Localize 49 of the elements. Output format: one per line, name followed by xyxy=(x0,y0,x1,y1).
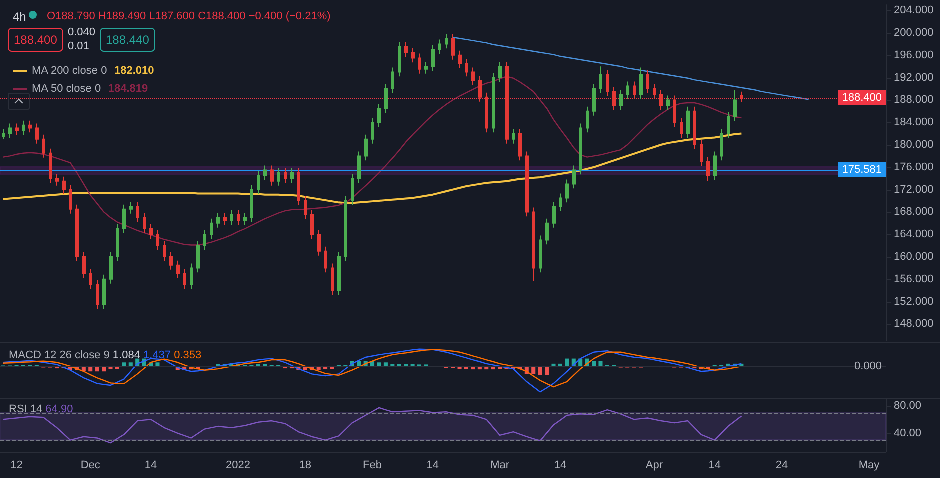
y-tick-label: 152.000 xyxy=(894,296,934,308)
annotation: 1.437 xyxy=(144,350,172,362)
x-tick-label: Apr xyxy=(646,460,664,472)
x-tick-label: 2022 xyxy=(226,460,251,472)
x-tick-label: Feb xyxy=(363,460,382,472)
x-tick-label: 14 xyxy=(554,460,567,472)
x-tick-label: Mar xyxy=(490,460,510,472)
x-tick-label: May xyxy=(858,460,880,472)
x-tick-label: 24 xyxy=(776,460,788,472)
annotation: 188.400 xyxy=(14,33,58,47)
chart-title: MACD 12 26 close 9 xyxy=(9,350,110,362)
x-tick-label: 14 xyxy=(426,460,440,472)
annotation: 0.353 xyxy=(174,350,202,362)
x-tick-label: 12 xyxy=(10,460,23,472)
y-tick-label: 40.00 xyxy=(894,427,922,440)
y-tick-label: 192.000 xyxy=(894,72,934,84)
x-tick-label: 14 xyxy=(144,460,158,472)
annotation: 1.084 xyxy=(112,350,140,362)
ref-line-label: 0.000 xyxy=(854,360,882,372)
annotation: 64.90 xyxy=(46,404,74,416)
y-tick-label: 156.000 xyxy=(894,273,934,286)
y-tick-label: 200.000 xyxy=(894,27,934,39)
legend-label: MA 200 close 0 xyxy=(32,65,108,77)
y-tick-label: 180.000 xyxy=(894,139,934,151)
text: O188.790 H189.490 L187.600 C188.400 −0.400 (−0.21%) xyxy=(47,10,331,22)
y-tick-label: 148.000 xyxy=(894,318,934,330)
x-tick-label: 18 xyxy=(299,460,312,472)
annotation: 188.440 xyxy=(106,33,150,47)
y-tick-label: 80.00 xyxy=(894,400,922,412)
y-tick-label: 172.000 xyxy=(894,184,934,196)
chart-title: 4h xyxy=(13,10,26,24)
y-tick-label: 168.000 xyxy=(894,206,934,218)
y-tick-label: 204.000 xyxy=(894,4,934,17)
x-tick-label: Dec xyxy=(80,460,101,472)
annotation: 0.01 xyxy=(68,40,90,52)
annotation: 0.040 xyxy=(68,26,96,38)
y-tick-label: 176.000 xyxy=(894,161,934,174)
ref-line-label: 175.581 xyxy=(842,164,882,176)
x-tick-label: 14 xyxy=(708,460,721,472)
y-tick-label: 184.000 xyxy=(894,116,934,129)
legend-label: MA 50 close 0 xyxy=(32,83,102,95)
y-tick-label: 196.000 xyxy=(894,49,934,62)
y-tick-label: 188.000 xyxy=(894,94,934,106)
y-tick-label: 160.000 xyxy=(894,251,934,263)
y-tick-label: 164.000 xyxy=(894,228,934,241)
chart-title: RSI 14 xyxy=(9,404,43,416)
annotation: 184.819 xyxy=(108,83,148,95)
annotation: 182.010 xyxy=(114,65,154,77)
ref-line-label: 188.400 xyxy=(842,92,882,104)
